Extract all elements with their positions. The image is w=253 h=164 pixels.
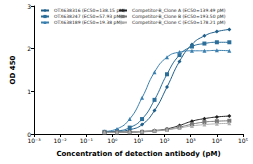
svg-text:Concentration of detection ant: Concentration of detection antibody (pM) — [56, 150, 220, 158]
svg-text:3: 3 — [27, 3, 31, 10]
svg-text:Competitor-B_Clone A (EC50=139: Competitor-B_Clone A (EC50=139.49 pM) — [132, 8, 226, 13]
svg-text:OTX638316 (EC50=138.15 pM): OTX638316 (EC50=138.15 pM) — [54, 8, 125, 13]
svg-text:10¹: 10¹ — [133, 137, 144, 144]
svg-text:10⁻³: 10⁻³ — [27, 137, 41, 144]
svg-text:10²: 10² — [160, 137, 171, 144]
svg-text:OTX638247 (EC50=57.93 pM): OTX638247 (EC50=57.93 pM) — [54, 14, 122, 19]
svg-text:2: 2 — [27, 45, 31, 52]
svg-text:10⁰: 10⁰ — [107, 137, 118, 144]
svg-text:10⁴: 10⁴ — [212, 137, 223, 144]
svg-text:OD 450: OD 450 — [9, 55, 17, 84]
svg-text:OTX638189 (EC50=19.38 pM): OTX638189 (EC50=19.38 pM) — [54, 20, 122, 25]
svg-text:10⁻¹: 10⁻¹ — [80, 137, 94, 144]
svg-text:1: 1 — [27, 88, 31, 95]
svg-text:10⁻²: 10⁻² — [54, 137, 68, 144]
svg-text:Competitor-B_Clone C (EC50=178: Competitor-B_Clone C (EC50=178.21 pM) — [132, 20, 226, 26]
svg-text:Competitor-B_Clone B (EC50=193: Competitor-B_Clone B (EC50=193.50 pM) — [132, 14, 226, 19]
svg-text:10⁵: 10⁵ — [238, 137, 249, 144]
svg-text:0: 0 — [27, 130, 31, 138]
svg-text:10³: 10³ — [186, 137, 197, 144]
